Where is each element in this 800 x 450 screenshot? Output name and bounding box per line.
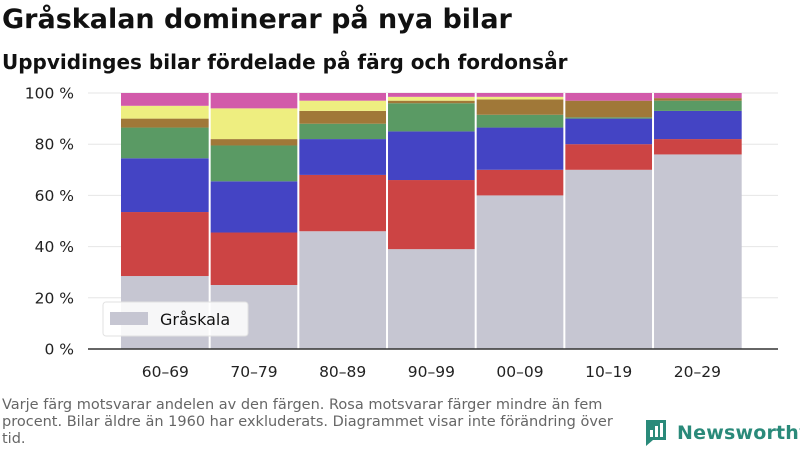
bar-segment (121, 93, 210, 106)
bar-segment (298, 110, 388, 124)
bar-segment (475, 127, 565, 170)
bar-segment (121, 105, 210, 119)
bar-segment (209, 232, 299, 285)
bar-segment (475, 99, 565, 115)
bar-segment (387, 131, 476, 181)
brand-name: Newsworthy (677, 422, 800, 444)
legend-swatch-graskala (110, 312, 148, 325)
bar-segment (475, 96, 565, 100)
bar-segment (653, 110, 742, 140)
bar-segment (475, 195, 565, 349)
bar-segment (564, 100, 654, 118)
legend: Gråskala (102, 301, 249, 337)
x-tick-label: 20–29 (674, 363, 721, 381)
bar-segment (387, 93, 476, 97)
x-tick-label: 60–69 (142, 363, 189, 381)
bar-segment (121, 158, 210, 213)
y-tick-label: 100 % (25, 85, 74, 103)
newsworthy-logo-icon (646, 420, 666, 446)
bar-segment (298, 93, 388, 101)
legend-label-graskala: Gråskala (160, 310, 230, 329)
bar-segment (121, 118, 210, 128)
bar-segment (298, 123, 388, 140)
x-tick-label: 10–19 (585, 363, 632, 381)
bar-segment (298, 139, 388, 175)
bar-segment (387, 249, 476, 349)
x-tick-label: 90–99 (408, 363, 455, 381)
bar-segment (653, 100, 742, 111)
bar-segment (121, 127, 210, 159)
bar-segment (475, 114, 565, 128)
chart-subtitle: Uppvidinges bilar fördelade på färg och … (2, 50, 568, 74)
bar-segment (475, 169, 565, 196)
legend-box (102, 301, 249, 337)
bar-segment (653, 93, 742, 99)
bar-segment (564, 169, 654, 349)
axes: 0 % 20 % 40 % 60 % 80 % 100 % 60–69 70–79 80–89 9… (25, 85, 778, 381)
bar-segment (209, 145, 299, 182)
bar-segment (564, 117, 654, 119)
brand-logo: Newsworthy (644, 418, 800, 448)
footnote: Varje färg motsvarar andelen av den färg… (2, 397, 613, 447)
bar-segment (387, 103, 476, 132)
chart-title: Gråskalan dominerar på nya bilar (2, 4, 512, 35)
bar-segment (564, 144, 654, 170)
bar-segment (564, 118, 654, 145)
x-tick-label: 80–89 (319, 363, 366, 381)
bar-segment (475, 93, 565, 97)
bar-segment (564, 93, 654, 101)
y-tick-label: 40 % (35, 238, 74, 256)
x-tick-label: 70–79 (230, 363, 277, 381)
bar-segment (653, 154, 742, 349)
x-tick-label: 00–09 (496, 363, 543, 381)
bar-segment (298, 231, 388, 349)
y-tick-label: 60 % (35, 187, 74, 205)
y-tick-label: 0 % (44, 341, 74, 359)
bar-segment (387, 100, 476, 104)
bar-segment (209, 108, 299, 140)
bar-segment (298, 100, 388, 111)
bar-segment (387, 96, 476, 101)
bar-segment (653, 139, 742, 155)
bar-segment (209, 181, 299, 233)
bar-segment (387, 180, 476, 250)
bar-segment (209, 93, 299, 109)
bar-segment (121, 212, 210, 277)
y-tick-label: 20 % (35, 289, 74, 307)
bar-segment (653, 98, 742, 101)
bar-segment (209, 139, 299, 146)
y-tick-label: 80 % (35, 136, 74, 154)
bar-segment (298, 174, 388, 232)
